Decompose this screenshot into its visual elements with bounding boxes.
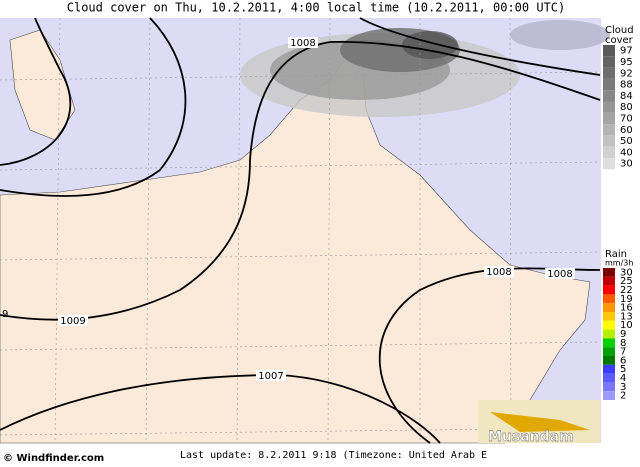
- legend-swatch: [603, 90, 615, 102]
- legend-label: 70: [620, 113, 633, 124]
- legend-label: 25: [620, 276, 633, 287]
- legend-swatch: [603, 382, 615, 392]
- legend-swatch: [603, 45, 615, 57]
- legend-label: 92: [620, 68, 633, 79]
- legend-swatch: [603, 364, 615, 374]
- logo-text: Musandam: [488, 429, 574, 445]
- legend-title: Cloud: [605, 25, 634, 36]
- logo: Musandam: [478, 400, 600, 445]
- legend-title: cover: [605, 35, 634, 46]
- isobar-label: 1009: [60, 316, 85, 327]
- legend-title: Rain: [605, 249, 627, 260]
- legend-label: 84: [620, 91, 633, 102]
- legend-label: 97: [620, 46, 633, 57]
- isobar-label: 1008: [547, 269, 572, 280]
- legend-label: 95: [620, 57, 633, 68]
- legend-swatch: [603, 329, 615, 339]
- legend-swatch: [603, 303, 615, 312]
- legend-swatch: [603, 312, 615, 321]
- legend-label: 19: [620, 294, 633, 305]
- legend-label: 88: [620, 80, 633, 91]
- legend-swatch: [603, 320, 615, 330]
- legend-swatch: [603, 78, 615, 91]
- legend-swatch: [603, 101, 615, 113]
- isobar-label: 1007: [258, 371, 283, 382]
- copyright: © Windfinder.com: [3, 453, 104, 463]
- land: [0, 54, 591, 444]
- grid: [0, 17, 601, 444]
- legend-label: 60: [620, 125, 633, 136]
- legend-label: 4: [620, 373, 626, 384]
- clouds: [240, 20, 610, 117]
- legend-swatch: [603, 124, 615, 136]
- legend-swatch: [603, 391, 615, 400]
- legend-label: 9: [620, 329, 626, 340]
- legend-label: 16: [620, 303, 633, 314]
- legend-swatch: [603, 268, 615, 277]
- legend-swatch: [603, 338, 615, 348]
- legend-swatch: [603, 347, 615, 356]
- last-update: Last update: 8.2.2011 9:18 (Timezone: Un…: [180, 450, 487, 461]
- legend-label: 2: [620, 391, 626, 402]
- legend-label: 5: [620, 364, 626, 375]
- legend-label: 3: [620, 382, 626, 393]
- legend-swatch: [603, 146, 615, 158]
- legend-label: 30: [620, 267, 633, 278]
- legend-label: 6: [620, 355, 626, 366]
- isobar-label: 1008: [290, 38, 315, 49]
- legend-swatch: [603, 373, 615, 383]
- isobar-label: 9: [2, 309, 8, 320]
- legend-label: 13: [620, 311, 633, 322]
- legend-label: 10: [620, 320, 633, 331]
- isobars: [0, 17, 601, 444]
- legend-swatch: [603, 356, 615, 365]
- legend-label: 22: [620, 285, 633, 296]
- map: 1008 1009 9 1008 1008 1007 Musandam: [0, 17, 610, 445]
- legend-label: 80: [620, 102, 633, 113]
- legend-swatch: [603, 285, 615, 295]
- legend-label: 30: [620, 159, 633, 170]
- legend-label: 50: [620, 136, 633, 147]
- legend-title: mm/3h: [605, 259, 633, 268]
- legend-swatch: [603, 67, 615, 79]
- legend-swatch: [603, 276, 615, 286]
- legend-swatch: [603, 158, 615, 170]
- legend-swatch: [603, 135, 615, 147]
- legend-label: 7: [620, 347, 626, 358]
- legend-swatch: [603, 56, 615, 68]
- isobar-labels: 1008 1009 9 1008 1008 1007: [2, 37, 575, 382]
- isobar-label: 1008: [486, 267, 511, 278]
- legend-swatch: [603, 294, 615, 304]
- legend-swatch: [603, 112, 615, 125]
- title: Cloud cover on Thu, 10.2.2011, 4:00 loca…: [67, 1, 566, 15]
- legend-label: 8: [620, 338, 626, 349]
- legend-label: 40: [620, 147, 633, 158]
